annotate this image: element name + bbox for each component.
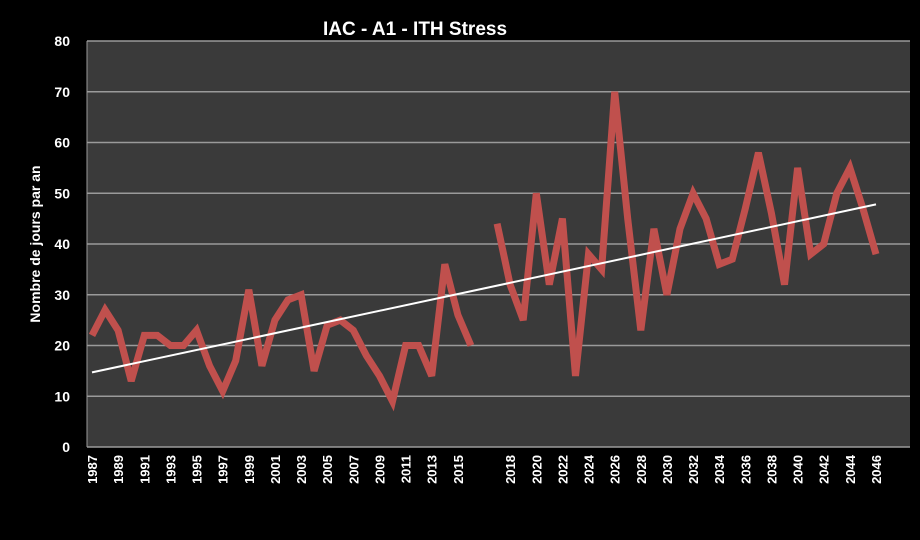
x-tick-label: 2018 (503, 455, 518, 484)
x-tick-label: 2007 (346, 455, 361, 484)
y-tick-label: 70 (54, 84, 70, 100)
x-tick-label: 2042 (817, 455, 832, 484)
x-tick-label: 2040 (791, 455, 806, 484)
y-tick-label: 20 (54, 338, 70, 354)
x-tick-label: 2032 (686, 455, 701, 484)
y-tick-label: 60 (54, 135, 70, 151)
x-tick-label: 1995 (190, 455, 205, 484)
x-tick-label: 2046 (869, 455, 884, 484)
x-tick-label: 1993 (163, 455, 178, 484)
x-tick-label: 2034 (712, 454, 727, 484)
x-tick-label: 2038 (764, 455, 779, 484)
x-tick-label: 2011 (399, 455, 414, 483)
x-tick-label: 2030 (660, 455, 675, 484)
x-tick-label: 2015 (451, 455, 466, 484)
y-tick-label: 50 (54, 185, 70, 201)
x-tick-label: 2022 (555, 455, 570, 484)
x-tick-label: 2044 (843, 454, 858, 484)
y-tick-label: 10 (54, 388, 70, 404)
x-tick-label: 1991 (137, 455, 152, 484)
y-tick-label: 80 (54, 33, 70, 49)
x-tick-label: 2009 (372, 455, 387, 484)
y-tick-label: 30 (54, 287, 70, 303)
x-tick-label: 2024 (582, 454, 597, 484)
y-tick-label: 40 (54, 236, 70, 252)
y-tick-label: 0 (62, 439, 70, 455)
y-axis-label: Nombre de jours par an (27, 165, 43, 322)
x-tick-label: 1999 (242, 455, 257, 484)
x-tick-label: 1989 (111, 455, 126, 484)
x-tick-label: 2036 (738, 455, 753, 484)
x-tick-label: 2001 (268, 455, 283, 484)
chart-title: IAC - A1 - ITH Stress (323, 19, 507, 40)
y-axis-ticks: 0 10 20 30 40 50 60 70 80 (54, 33, 70, 455)
x-tick-label: 2028 (634, 455, 649, 484)
x-tick-label: 1987 (85, 455, 100, 484)
x-tick-label: 2013 (425, 455, 440, 484)
x-tick-label: 2026 (608, 455, 623, 484)
x-tick-label: 2003 (294, 455, 309, 484)
x-tick-label: 1997 (216, 455, 231, 484)
x-tick-label: 2005 (320, 455, 335, 484)
x-tick-label: 2020 (529, 455, 544, 484)
